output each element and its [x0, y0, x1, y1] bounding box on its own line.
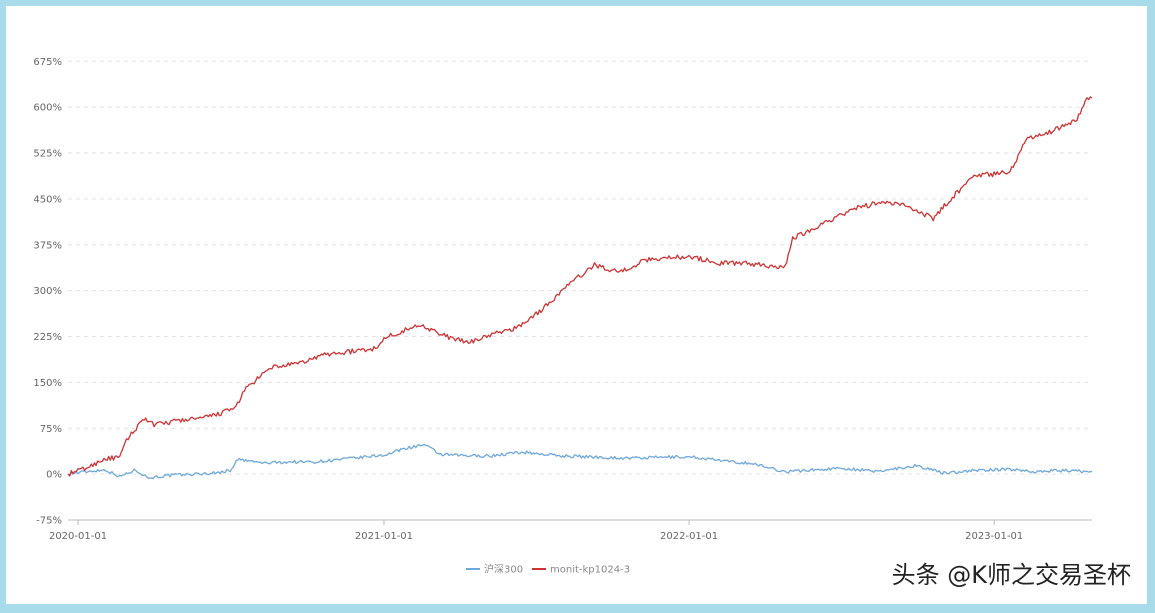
- x-tick-label: 2020-01-01: [49, 531, 107, 542]
- series-line-strategy: [67, 96, 1093, 477]
- legend-label: monit-kp1024-3: [550, 565, 630, 576]
- y-tick-label: 150%: [33, 378, 62, 389]
- y-tick-label: -75%: [36, 516, 62, 527]
- y-tick-label: 525%: [33, 149, 62, 160]
- y-tick-label: 0%: [46, 470, 62, 481]
- watermark: 头条 @K师之交易圣杯: [891, 561, 1131, 589]
- y-tick-label: 300%: [33, 286, 62, 297]
- line-chart: -75% 0% 75% 150% 225% 300% 375% 450% 525% 600% 675…: [33, 57, 1093, 576]
- legend-label: 沪深300: [484, 563, 523, 576]
- y-tick-label: 450%: [33, 194, 62, 205]
- y-tick-label: 600%: [33, 103, 62, 114]
- x-tick-label: 2021-01-01: [355, 531, 413, 542]
- y-tick-label: 375%: [33, 240, 62, 251]
- series-line-csi300: [67, 443, 1093, 480]
- chart-frame: -75% 0% 75% 150% 225% 300% 375% 450% 525% 600% 675…: [6, 6, 1147, 604]
- y-tick-label: 675%: [33, 57, 62, 68]
- x-tick-label: 2023-01-01: [965, 531, 1023, 542]
- y-tick-label: 225%: [33, 332, 62, 343]
- y-tick-label: 75%: [40, 424, 62, 435]
- x-tick-label: 2022-01-01: [660, 531, 718, 542]
